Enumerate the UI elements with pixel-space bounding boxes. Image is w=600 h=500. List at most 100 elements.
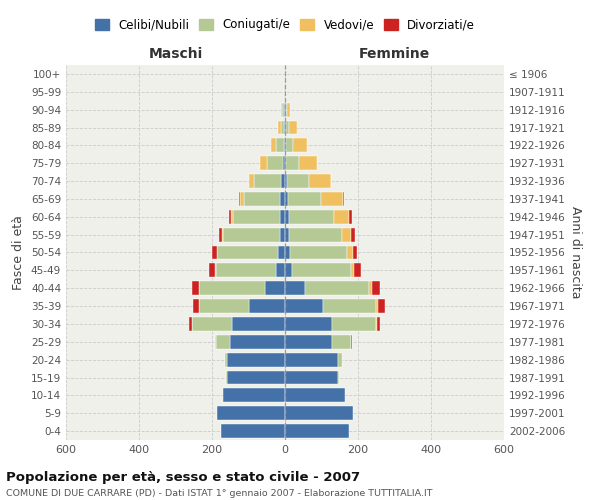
Bar (289, 210, 334, 224)
Bar (323, 299, 376, 313)
Bar (289, 120, 297, 134)
Bar (239, 192, 240, 206)
Bar (286, 156, 299, 170)
Bar (281, 174, 285, 188)
Bar (282, 102, 284, 117)
Bar (222, 228, 223, 241)
Bar (271, 138, 276, 152)
Bar (343, 192, 344, 206)
Bar (285, 406, 353, 420)
Bar (278, 246, 285, 260)
Bar (286, 120, 289, 134)
Bar (376, 299, 378, 313)
Bar (355, 264, 361, 278)
Bar (292, 264, 351, 278)
Bar (276, 138, 284, 152)
Bar (285, 352, 338, 366)
Bar (332, 317, 376, 331)
Bar (217, 406, 285, 420)
Bar (376, 317, 377, 331)
Bar (244, 192, 280, 206)
Bar (353, 246, 357, 260)
Bar (281, 120, 284, 134)
Bar (260, 156, 267, 170)
Bar (352, 228, 355, 241)
Bar (188, 317, 191, 331)
Bar (267, 156, 283, 170)
Bar (223, 228, 280, 241)
Bar (254, 174, 281, 188)
Bar (285, 370, 338, 384)
Bar (220, 228, 222, 241)
Bar (248, 174, 254, 188)
Text: COMUNE DI DUE CARRARE (PD) - Dati ISTAT 1° gennaio 2007 - Elaborazione TUTTITALI: COMUNE DI DUE CARRARE (PD) - Dati ISTAT … (6, 489, 433, 498)
Bar (284, 138, 285, 152)
Bar (285, 174, 287, 188)
Bar (285, 317, 332, 331)
Bar (209, 264, 215, 278)
Bar (305, 281, 369, 295)
Bar (290, 246, 347, 260)
Bar (284, 102, 285, 117)
Bar (199, 299, 248, 313)
Bar (343, 228, 352, 241)
Bar (248, 299, 285, 313)
Bar (240, 192, 244, 206)
Bar (377, 317, 380, 331)
Bar (289, 228, 343, 241)
Bar (285, 192, 288, 206)
Bar (349, 210, 352, 224)
Bar (191, 281, 199, 295)
Y-axis label: Fasce di età: Fasce di età (13, 215, 25, 290)
Text: Popolazione per età, sesso e stato civile - 2007: Popolazione per età, sesso e stato civil… (6, 472, 360, 484)
Bar (285, 246, 290, 260)
Bar (285, 264, 292, 278)
Bar (217, 246, 278, 260)
Bar (284, 120, 285, 134)
Bar (226, 370, 227, 384)
Bar (288, 192, 321, 206)
Bar (225, 352, 227, 366)
Bar (378, 299, 385, 313)
Bar (285, 156, 286, 170)
Bar (229, 210, 231, 224)
Bar (233, 210, 280, 224)
Bar (232, 317, 285, 331)
Bar (350, 264, 355, 278)
Bar (285, 138, 286, 152)
Bar (199, 281, 265, 295)
Bar (369, 281, 372, 295)
Bar (278, 120, 281, 134)
Bar (215, 335, 230, 349)
Bar (321, 192, 343, 206)
Bar (193, 299, 199, 313)
Bar (285, 424, 349, 438)
Bar (287, 102, 290, 117)
Text: Maschi: Maschi (148, 48, 203, 62)
Bar (285, 281, 305, 295)
Bar (227, 352, 285, 366)
Y-axis label: Anni di nascita: Anni di nascita (569, 206, 582, 298)
Bar (276, 264, 285, 278)
Bar (212, 246, 217, 260)
Bar (283, 156, 285, 170)
Bar (334, 210, 349, 224)
Bar (221, 424, 285, 438)
Bar (265, 281, 285, 295)
Bar (286, 138, 293, 152)
Bar (293, 138, 307, 152)
Bar (332, 335, 350, 349)
Bar (230, 335, 285, 349)
Bar (285, 120, 286, 134)
Bar (215, 264, 276, 278)
Bar (351, 335, 352, 349)
Bar (309, 174, 331, 188)
Bar (280, 192, 285, 206)
Legend: Celibi/Nubili, Coniugati/e, Vedovi/e, Divorziati/e: Celibi/Nubili, Coniugati/e, Vedovi/e, Di… (95, 18, 475, 32)
Bar (285, 102, 286, 117)
Bar (280, 210, 285, 224)
Bar (286, 102, 287, 117)
Bar (280, 228, 285, 241)
Bar (285, 228, 289, 241)
Bar (281, 102, 282, 117)
